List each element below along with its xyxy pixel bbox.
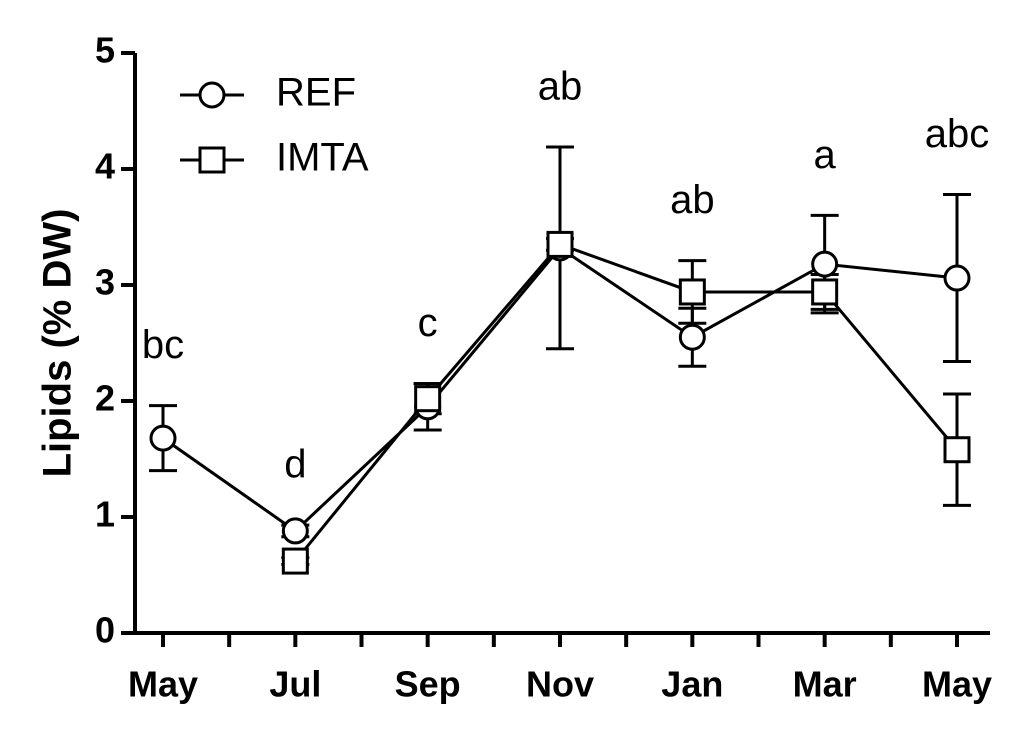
annotation: abc xyxy=(925,112,990,156)
marker xyxy=(943,436,971,464)
y-axis-label: Lipids (% DW) xyxy=(36,209,80,478)
marker xyxy=(414,385,442,413)
x-tick-label: Sep xyxy=(395,664,461,705)
annotation: d xyxy=(284,443,306,487)
marker xyxy=(943,264,971,292)
annotation: bc xyxy=(142,323,184,367)
marker xyxy=(281,517,309,545)
marker xyxy=(811,250,839,278)
x-tick-label: Jul xyxy=(269,664,321,705)
marker xyxy=(198,81,226,109)
y-tick-label: 3 xyxy=(95,262,115,303)
marker xyxy=(198,146,226,174)
y-tick-label: 5 xyxy=(95,30,115,71)
legend-label: REF xyxy=(276,71,356,115)
annotation: ab xyxy=(538,65,583,109)
y-tick-label: 4 xyxy=(95,146,115,187)
y-tick-label: 1 xyxy=(95,494,115,535)
series-line xyxy=(294,242,959,563)
annotation: ab xyxy=(670,178,715,222)
x-tick-label: Nov xyxy=(526,664,594,705)
marker xyxy=(678,278,706,306)
marker xyxy=(811,278,839,306)
x-tick-label: Mar xyxy=(793,664,857,705)
x-tick-label: May xyxy=(128,664,198,705)
x-tick-label: Jan xyxy=(661,664,723,705)
annotation: a xyxy=(814,133,837,177)
annotation: c xyxy=(418,301,438,345)
legend-label: IMTA xyxy=(276,136,369,180)
marker xyxy=(149,424,177,452)
y-tick-label: 0 xyxy=(95,610,115,651)
marker xyxy=(281,547,309,575)
x-tick-label: May xyxy=(922,664,992,705)
y-tick-label: 2 xyxy=(95,378,115,419)
marker xyxy=(546,230,574,258)
marker xyxy=(678,323,706,351)
